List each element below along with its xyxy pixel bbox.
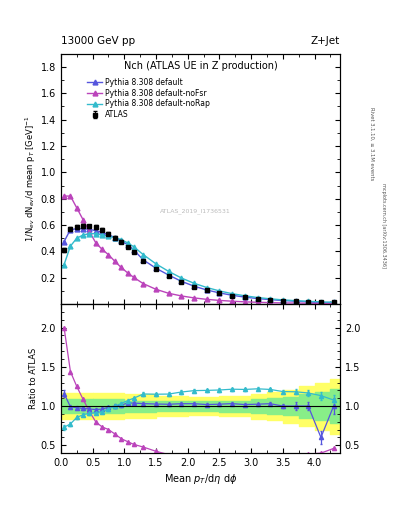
Pythia 8.308 default-noRap xyxy=(230,291,235,297)
Pythia 8.308 default-noRap xyxy=(87,230,92,237)
Text: 13000 GeV pp: 13000 GeV pp xyxy=(61,36,135,46)
Pythia 8.308 default xyxy=(204,287,209,293)
Pythia 8.308 default xyxy=(62,239,66,245)
Pythia 8.308 default xyxy=(255,295,260,302)
Pythia 8.308 default-noRap xyxy=(119,237,123,243)
Pythia 8.308 default xyxy=(87,226,92,232)
Pythia 8.308 default-noFsr xyxy=(119,264,123,270)
Pythia 8.308 default xyxy=(319,300,323,306)
Text: Rivet 3.1.10, ≥ 3.1M events: Rivet 3.1.10, ≥ 3.1M events xyxy=(369,106,374,180)
Pythia 8.308 default-noFsr xyxy=(230,298,235,304)
Pythia 8.308 default xyxy=(132,247,136,253)
Pythia 8.308 default-noRap xyxy=(125,240,130,246)
Text: Nch (ATLAS UE in Z production): Nch (ATLAS UE in Z production) xyxy=(123,61,277,71)
Pythia 8.308 default-noFsr xyxy=(100,246,105,252)
Pythia 8.308 default-noRap xyxy=(154,261,158,267)
Pythia 8.308 default-noRap xyxy=(179,275,184,281)
Pythia 8.308 default xyxy=(281,297,285,304)
Pythia 8.308 default xyxy=(74,226,79,232)
Pythia 8.308 default xyxy=(112,234,117,241)
Pythia 8.308 default-noRap xyxy=(100,232,105,238)
Text: ATLAS_2019_I1736531: ATLAS_2019_I1736531 xyxy=(160,208,230,215)
Pythia 8.308 default-noFsr xyxy=(268,300,272,306)
Pythia 8.308 default xyxy=(192,283,196,289)
Y-axis label: 1/N$_{ev}$ dN$_{ev}$/d mean p$_T$ [GeV]$^{-1}$: 1/N$_{ev}$ dN$_{ev}$/d mean p$_T$ [GeV]$… xyxy=(24,116,38,242)
Pythia 8.308 default-noFsr xyxy=(293,300,298,306)
Pythia 8.308 default-noFsr xyxy=(319,300,323,306)
Pythia 8.308 default xyxy=(179,278,184,284)
Pythia 8.308 default-noFsr xyxy=(192,295,196,301)
Pythia 8.308 default-noRap xyxy=(112,234,117,241)
Pythia 8.308 default-noFsr xyxy=(255,299,260,305)
Pythia 8.308 default-noRap xyxy=(268,296,272,302)
Pythia 8.308 default-noRap xyxy=(132,244,136,250)
Pythia 8.308 default xyxy=(242,294,247,300)
Pythia 8.308 default-noRap xyxy=(192,280,196,286)
Pythia 8.308 default xyxy=(293,298,298,304)
Pythia 8.308 default xyxy=(217,290,222,296)
Pythia 8.308 default xyxy=(154,265,158,271)
Pythia 8.308 default-noRap xyxy=(319,299,323,305)
Text: Z+Jet: Z+Jet xyxy=(311,36,340,46)
Pythia 8.308 default-noRap xyxy=(74,235,79,241)
Pythia 8.308 default-noFsr xyxy=(132,274,136,281)
Pythia 8.308 default-noRap xyxy=(281,297,285,303)
Pythia 8.308 default xyxy=(141,257,146,263)
Pythia 8.308 default xyxy=(166,272,171,278)
Pythia 8.308 default-noFsr xyxy=(306,300,310,306)
X-axis label: Mean $p_T$/d$\eta$ d$\phi$: Mean $p_T$/d$\eta$ d$\phi$ xyxy=(164,472,237,486)
Pythia 8.308 default xyxy=(125,242,130,248)
Pythia 8.308 default-noRap xyxy=(94,230,98,237)
Pythia 8.308 default-noFsr xyxy=(68,193,73,199)
Pythia 8.308 default xyxy=(119,238,123,244)
Pythia 8.308 default-noRap xyxy=(242,293,247,299)
Pythia 8.308 default-noFsr xyxy=(204,296,209,303)
Pythia 8.308 default-noFsr xyxy=(81,217,85,223)
Pythia 8.308 default-noRap xyxy=(293,297,298,304)
Pythia 8.308 default xyxy=(94,228,98,234)
Pythia 8.308 default-noFsr xyxy=(125,270,130,276)
Pythia 8.308 default-noFsr xyxy=(112,258,117,264)
Line: Pythia 8.308 default: Pythia 8.308 default xyxy=(62,226,336,305)
Pythia 8.308 default xyxy=(100,229,105,236)
Line: Pythia 8.308 default-noRap: Pythia 8.308 default-noRap xyxy=(62,231,336,305)
Pythia 8.308 default-noFsr xyxy=(141,281,146,287)
Pythia 8.308 default xyxy=(230,292,235,298)
Pythia 8.308 default-noRap xyxy=(81,232,85,238)
Pythia 8.308 default-noRap xyxy=(331,299,336,305)
Pythia 8.308 default-noFsr xyxy=(281,300,285,306)
Pythia 8.308 default-noFsr xyxy=(74,205,79,211)
Pythia 8.308 default xyxy=(68,227,73,233)
Y-axis label: Ratio to ATLAS: Ratio to ATLAS xyxy=(29,348,38,409)
Pythia 8.308 default-noRap xyxy=(217,288,222,294)
Pythia 8.308 default-noFsr xyxy=(94,240,98,246)
Pythia 8.308 default-noRap xyxy=(106,233,111,239)
Pythia 8.308 default xyxy=(306,298,310,305)
Pythia 8.308 default-noRap xyxy=(204,285,209,291)
Pythia 8.308 default-noRap xyxy=(62,262,66,268)
Text: mcplots.cern.ch [arXiv:1306.3436]: mcplots.cern.ch [arXiv:1306.3436] xyxy=(381,183,386,268)
Pythia 8.308 default-noRap xyxy=(166,268,171,274)
Pythia 8.308 default xyxy=(268,296,272,303)
Pythia 8.308 default-noFsr xyxy=(154,286,158,292)
Pythia 8.308 default xyxy=(106,231,111,238)
Pythia 8.308 default xyxy=(331,300,336,306)
Pythia 8.308 default-noFsr xyxy=(62,193,66,199)
Pythia 8.308 default-noRap xyxy=(68,243,73,249)
Pythia 8.308 default-noFsr xyxy=(331,300,336,306)
Pythia 8.308 default-noFsr xyxy=(87,228,92,234)
Line: Pythia 8.308 default-noFsr: Pythia 8.308 default-noFsr xyxy=(62,194,336,306)
Pythia 8.308 default-noFsr xyxy=(242,299,247,305)
Pythia 8.308 default-noFsr xyxy=(179,293,184,299)
Pythia 8.308 default-noRap xyxy=(141,251,146,258)
Pythia 8.308 default xyxy=(81,226,85,232)
Pythia 8.308 default-noRap xyxy=(306,298,310,305)
Legend: Pythia 8.308 default, Pythia 8.308 default-noFsr, Pythia 8.308 default-noRap, AT: Pythia 8.308 default, Pythia 8.308 defau… xyxy=(87,78,210,119)
Pythia 8.308 default-noFsr xyxy=(166,290,171,296)
Pythia 8.308 default-noFsr xyxy=(106,251,111,258)
Pythia 8.308 default-noRap xyxy=(255,294,260,301)
Pythia 8.308 default-noFsr xyxy=(217,297,222,304)
